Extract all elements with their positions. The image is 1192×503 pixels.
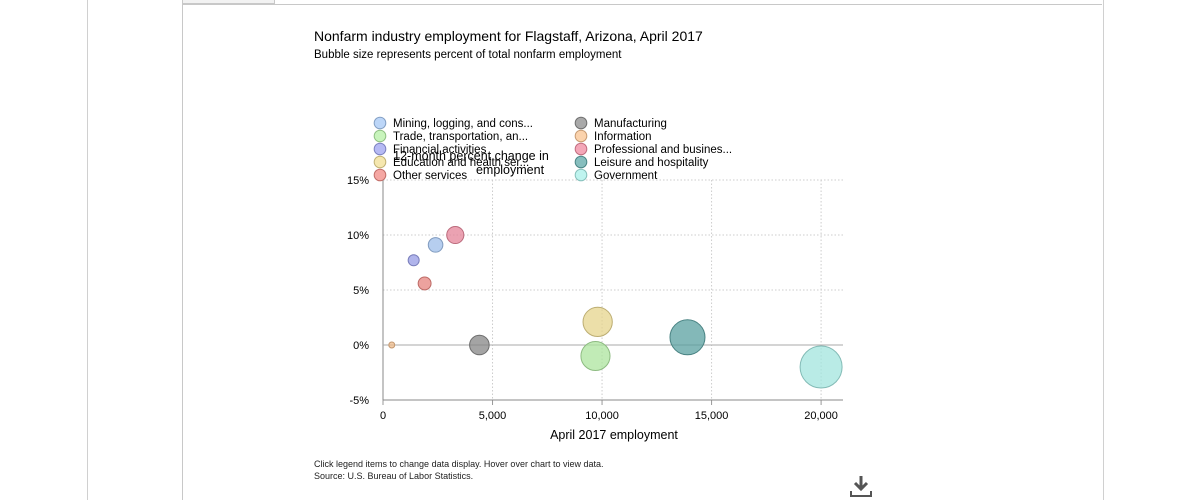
bubble-point[interactable] — [469, 334, 490, 356]
legend-label: Manufacturing — [594, 118, 667, 130]
y-tick-label: -5% — [349, 395, 369, 407]
legend-swatch — [574, 116, 588, 130]
axes: -5% 0% 5% 10% 15% 0 5,000 10,000 15,000 20,000 — [347, 175, 843, 422]
legend-swatch — [574, 129, 588, 143]
y-tick-label: 10% — [347, 230, 369, 242]
bubble-outline — [417, 276, 432, 291]
legend-swatch — [373, 142, 387, 156]
chart-title: Nonfarm industry employment for Flagstaf… — [314, 28, 703, 44]
legend-swatch-outline — [574, 155, 588, 169]
bubble-point[interactable] — [580, 340, 611, 372]
legend-item[interactable]: Leisure and hospitality — [574, 155, 709, 169]
legend-swatch-outline — [373, 116, 387, 130]
legend-label: Trade, transportation, an... — [393, 131, 528, 143]
legend-label: Government — [594, 170, 658, 182]
legend-swatch — [574, 155, 588, 169]
legend-swatch — [574, 142, 588, 156]
legend-item[interactable]: Information — [574, 129, 652, 143]
x-tick-label: 5,000 — [479, 410, 507, 422]
legend-item[interactable]: Other services — [373, 168, 467, 182]
footer-note: Click legend items to change data displa… — [314, 459, 604, 469]
download-icon — [850, 476, 872, 497]
y-axis-label: 12-month percent change in employment — [393, 149, 549, 177]
bubble-outline — [469, 334, 490, 356]
bubble-point[interactable] — [388, 341, 396, 349]
bubble-point[interactable] — [582, 306, 613, 338]
bubble-outline — [407, 254, 420, 267]
tab-stub[interactable] — [182, 0, 275, 4]
legend-label: Professional and busines... — [594, 144, 732, 156]
bubble-outline — [580, 340, 611, 372]
bubbles[interactable] — [388, 225, 843, 389]
legend-item[interactable]: Trade, transportation, an... — [373, 129, 528, 143]
bubble-point[interactable] — [427, 237, 444, 253]
legend-item[interactable]: Financial activities — [373, 142, 487, 156]
legend-label: Financial activities — [393, 144, 487, 156]
footer-source: Source: U.S. Bureau of Labor Statistics. — [314, 471, 474, 481]
legend-label: Mining, logging, and cons... — [393, 118, 533, 130]
x-axis-label: April 2017 employment — [550, 428, 678, 442]
legend-swatch — [373, 116, 387, 130]
x-tick-label: 10,000 — [585, 410, 619, 422]
legend-item[interactable]: Mining, logging, and cons... — [373, 116, 533, 130]
legend-swatch-outline — [373, 129, 387, 143]
bubble-outline — [388, 341, 396, 349]
bubble-outline — [446, 225, 465, 245]
legend-label: Other services — [393, 170, 467, 182]
y-tick-label: 5% — [353, 285, 369, 297]
legend-swatch — [373, 168, 387, 182]
bubble-point[interactable] — [407, 254, 420, 267]
bubble-outline — [582, 306, 613, 338]
chart-subtitle: Bubble size represents percent of total … — [314, 49, 622, 61]
legend-label: Information — [594, 131, 652, 143]
x-tick-label: 20,000 — [804, 410, 838, 422]
legend-item[interactable]: Government — [574, 168, 658, 182]
content-frame-right — [1103, 0, 1104, 500]
legend-label: Leisure and hospitality — [594, 157, 709, 169]
legend-swatch-outline — [574, 142, 588, 156]
legend-swatch-outline — [373, 155, 387, 169]
bubble-outline — [799, 345, 843, 389]
legend-swatch-outline — [574, 168, 588, 182]
download-button[interactable] — [849, 474, 873, 498]
legend-swatch — [373, 129, 387, 143]
legend-swatch — [373, 155, 387, 169]
bubble-outline — [669, 319, 706, 356]
legend-item[interactable]: Manufacturing — [574, 116, 667, 130]
content-frame-left — [87, 0, 88, 500]
bubble-point[interactable] — [669, 319, 706, 356]
bubble-point[interactable] — [417, 276, 432, 291]
y-axis-label-group: 12-month percent change in employment — [393, 149, 549, 177]
bubble-outline — [427, 237, 444, 253]
legend-swatch-outline — [373, 142, 387, 156]
legend-swatch — [574, 168, 588, 182]
y-tick-label: 0% — [353, 340, 369, 352]
chart-panel — [182, 4, 1102, 500]
legend-item[interactable]: Education and health ser... — [373, 155, 529, 169]
y-tick-label: 15% — [347, 175, 369, 187]
legend-item[interactable]: Professional and busines... — [574, 142, 732, 156]
grid — [383, 179, 843, 401]
legend-label: Education and health ser... — [393, 157, 529, 169]
x-tick-label: 15,000 — [695, 410, 729, 422]
legend-swatch-outline — [574, 129, 588, 143]
legend-swatch-outline — [373, 168, 387, 182]
bubble-point[interactable] — [799, 345, 843, 389]
legend[interactable]: Mining, logging, and cons... Manufacturin… — [373, 116, 732, 182]
bubble-point[interactable] — [446, 225, 465, 245]
x-tick-label: 0 — [380, 410, 386, 422]
legend-swatch-outline — [574, 116, 588, 130]
